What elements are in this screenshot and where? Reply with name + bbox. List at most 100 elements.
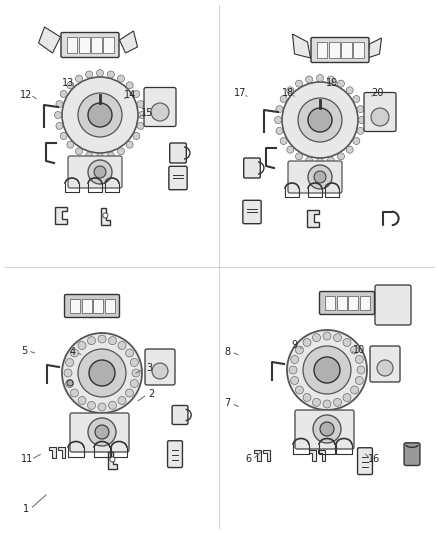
Circle shape (287, 330, 367, 410)
Circle shape (303, 393, 311, 401)
FancyBboxPatch shape (68, 156, 122, 188)
Polygon shape (254, 449, 261, 462)
Circle shape (75, 75, 82, 82)
Polygon shape (307, 209, 319, 227)
Circle shape (317, 158, 324, 166)
Circle shape (118, 397, 126, 405)
Circle shape (62, 333, 142, 413)
Polygon shape (55, 206, 67, 223)
Circle shape (71, 349, 78, 357)
Circle shape (117, 75, 124, 82)
Circle shape (60, 133, 67, 140)
Circle shape (64, 369, 72, 377)
Circle shape (126, 389, 134, 397)
Circle shape (296, 346, 304, 354)
Polygon shape (367, 38, 381, 58)
Circle shape (117, 148, 124, 155)
Circle shape (88, 401, 95, 409)
Text: 2: 2 (148, 390, 154, 399)
Circle shape (287, 87, 294, 94)
Circle shape (133, 133, 140, 140)
Circle shape (56, 123, 63, 130)
Bar (325, 296, 335, 310)
Circle shape (287, 146, 294, 153)
Circle shape (308, 165, 332, 189)
Text: 10: 10 (353, 345, 365, 354)
Bar (336, 296, 346, 310)
Circle shape (107, 152, 114, 159)
Circle shape (126, 82, 133, 89)
FancyBboxPatch shape (244, 158, 260, 178)
Circle shape (291, 356, 299, 364)
Circle shape (109, 337, 117, 345)
Circle shape (323, 332, 331, 340)
FancyBboxPatch shape (404, 443, 420, 465)
Circle shape (133, 91, 140, 98)
Circle shape (78, 349, 126, 397)
Text: 17: 17 (234, 88, 246, 98)
FancyBboxPatch shape (61, 33, 119, 58)
Bar (67, 37, 77, 53)
Circle shape (56, 101, 63, 108)
Text: 13: 13 (62, 78, 74, 87)
Circle shape (317, 75, 324, 82)
Text: 16: 16 (368, 455, 381, 464)
Circle shape (126, 141, 133, 148)
Circle shape (338, 153, 345, 160)
Text: 14: 14 (124, 90, 137, 100)
Polygon shape (49, 447, 56, 458)
Text: 1: 1 (23, 504, 29, 514)
Text: 5: 5 (21, 346, 27, 356)
Circle shape (126, 349, 134, 357)
Circle shape (78, 93, 122, 137)
Circle shape (62, 77, 138, 153)
Bar (329, 42, 339, 58)
Circle shape (346, 87, 353, 94)
Circle shape (66, 379, 74, 387)
Circle shape (346, 146, 353, 153)
Bar (348, 296, 358, 310)
Circle shape (86, 152, 92, 159)
Bar (70, 299, 80, 313)
FancyBboxPatch shape (168, 441, 183, 467)
Circle shape (333, 398, 342, 406)
Polygon shape (58, 447, 65, 458)
Circle shape (327, 157, 334, 164)
Polygon shape (318, 449, 325, 462)
Bar (81, 299, 92, 313)
FancyBboxPatch shape (375, 285, 411, 325)
Circle shape (303, 338, 311, 346)
Circle shape (88, 418, 116, 446)
Polygon shape (39, 27, 60, 53)
Circle shape (357, 366, 365, 374)
Circle shape (88, 337, 95, 345)
Polygon shape (120, 31, 138, 53)
Circle shape (103, 213, 108, 218)
Circle shape (96, 69, 103, 77)
Circle shape (358, 117, 365, 124)
Circle shape (280, 95, 287, 102)
Circle shape (343, 338, 351, 346)
Circle shape (60, 91, 67, 98)
Circle shape (88, 160, 112, 184)
Bar (341, 42, 352, 58)
Circle shape (296, 386, 304, 394)
Circle shape (88, 103, 112, 127)
Circle shape (357, 127, 364, 134)
FancyBboxPatch shape (170, 143, 186, 163)
Circle shape (66, 359, 74, 367)
FancyBboxPatch shape (364, 93, 396, 132)
Circle shape (98, 403, 106, 411)
Bar (93, 299, 103, 313)
Circle shape (320, 422, 334, 436)
FancyBboxPatch shape (145, 349, 175, 385)
Circle shape (343, 393, 351, 401)
FancyBboxPatch shape (169, 166, 187, 190)
Circle shape (132, 369, 140, 377)
Circle shape (151, 103, 169, 121)
Circle shape (314, 171, 326, 183)
Text: 12: 12 (20, 90, 32, 100)
Circle shape (312, 398, 321, 406)
Circle shape (137, 123, 144, 130)
Text: 3: 3 (146, 363, 152, 373)
